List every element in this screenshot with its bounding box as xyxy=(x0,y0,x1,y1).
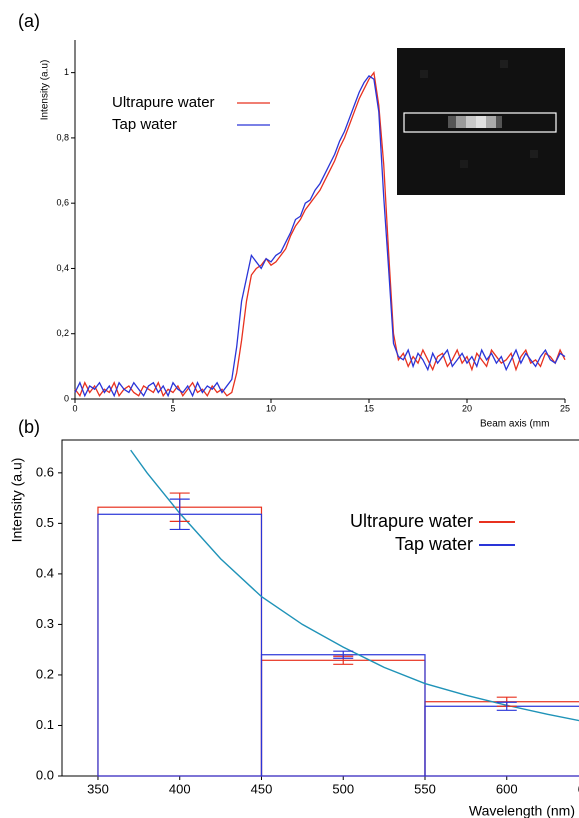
histogram-bar xyxy=(97,513,263,777)
panel-label: (a) xyxy=(18,11,40,31)
inset-pixel xyxy=(496,116,502,128)
inset-pixel xyxy=(476,116,486,128)
y-tick-label: 0 xyxy=(64,393,69,403)
y-tick-label: 0.4 xyxy=(36,565,54,580)
fit-curve xyxy=(130,449,579,722)
histogram-bar xyxy=(97,506,263,777)
panel-label: (b) xyxy=(18,417,40,437)
plot-frame xyxy=(61,439,579,777)
x-tick-label: 450 xyxy=(251,781,273,796)
histogram-bar xyxy=(260,659,426,777)
y-tick-label: 0.6 xyxy=(36,464,54,479)
x-tick-label: 650 xyxy=(578,781,579,796)
inset-pixel xyxy=(466,116,476,128)
inset-pixel xyxy=(460,160,468,168)
legend-label: Ultrapure water xyxy=(350,511,473,531)
histogram-bar xyxy=(424,705,579,777)
x-tick-label: 600 xyxy=(496,781,518,796)
x-tick-label: 20 xyxy=(462,403,472,413)
y-tick-label: 0,6 xyxy=(56,198,69,208)
error-bar xyxy=(169,498,190,531)
y-tick-label: 0,4 xyxy=(56,263,69,273)
inset-roi xyxy=(403,112,557,133)
x-tick-label: 25 xyxy=(560,403,570,413)
histogram-bar xyxy=(260,654,426,777)
y-tick-label: 0.3 xyxy=(36,616,54,631)
x-tick-label: 5 xyxy=(170,403,175,413)
error-bar xyxy=(333,650,354,659)
x-tick-label: 500 xyxy=(332,781,354,796)
inset-pixel xyxy=(530,150,538,158)
inset-pixel xyxy=(456,116,466,128)
y-axis-label: Intensity (a.u) xyxy=(40,60,51,121)
y-tick-label: 1 xyxy=(64,67,69,77)
y-tick-label: 0,8 xyxy=(56,132,69,142)
inset-pixel xyxy=(448,116,456,128)
x-tick-label: 400 xyxy=(169,781,191,796)
x-axis-label: Beam axis (mm xyxy=(480,419,549,430)
legend-label: Tap water xyxy=(112,116,177,133)
y-tick-label: 0,2 xyxy=(56,328,69,338)
y-tick-label: 0.2 xyxy=(36,666,54,681)
x-tick-label: 15 xyxy=(364,403,374,413)
data-line xyxy=(74,71,566,398)
y-axis-label: Intensity (a.u) xyxy=(9,458,25,543)
histogram-bar xyxy=(424,701,579,777)
y-tick-label: 0.0 xyxy=(36,767,54,782)
y-tick-label: 0.5 xyxy=(36,515,54,530)
legend-label: Tap water xyxy=(395,534,473,554)
legend-label: Ultrapure water xyxy=(112,94,215,111)
x-tick-label: 550 xyxy=(414,781,436,796)
inset-pixel xyxy=(420,70,428,78)
inset-image xyxy=(397,48,565,195)
y-tick-label: 0.1 xyxy=(36,717,54,732)
x-axis-label: Wavelength (nm) xyxy=(469,803,575,818)
x-tick-label: 10 xyxy=(266,403,276,413)
inset-pixel xyxy=(486,116,496,128)
x-tick-label: 0 xyxy=(72,403,77,413)
data-line xyxy=(74,75,566,398)
error-bar xyxy=(496,701,517,711)
inset-pixel xyxy=(500,60,508,68)
x-tick-label: 350 xyxy=(87,781,109,796)
